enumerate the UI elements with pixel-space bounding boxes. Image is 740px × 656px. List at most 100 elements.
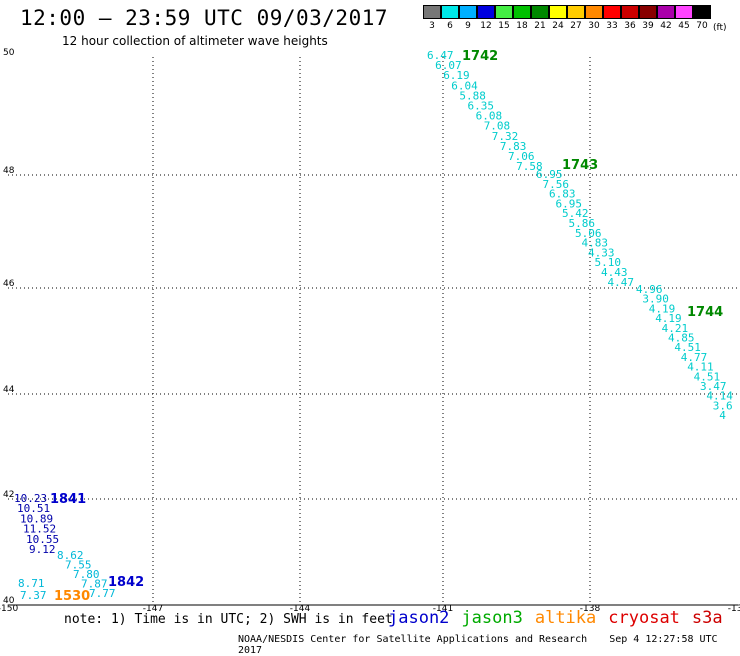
wave-height-value: 4.14	[706, 390, 733, 403]
lat-tick-label: 40	[3, 596, 15, 606]
wave-height-value: 4.51	[694, 370, 721, 383]
wave-height-value: 3.6	[713, 399, 733, 412]
wave-height-value: 10.51	[17, 502, 50, 515]
satellite-jason2: jason2	[388, 608, 450, 628]
wave-height-value: 4.19	[655, 312, 682, 325]
wave-height-value: 7.77	[89, 587, 116, 600]
wave-height-value: 7.87	[81, 578, 108, 591]
wave-height-value: 5.06	[575, 227, 602, 240]
wave-height-value: 6.35	[468, 100, 495, 113]
lon-tick-label: -141	[433, 604, 453, 614]
legend-label: 3	[429, 21, 435, 31]
lon-tick-label: -135	[728, 604, 740, 614]
wave-height-value: 7.37	[20, 589, 47, 602]
wave-height-value: 4.83	[582, 237, 609, 250]
wave-height-value: 5.86	[569, 217, 596, 230]
legend-label: 12	[480, 21, 492, 31]
wave-height-value: 11.52	[23, 523, 56, 536]
legend-label: 21	[534, 21, 546, 31]
page-subtitle: 12 hour collection of altimeter wave hei…	[62, 34, 328, 48]
wave-height-value: 4.85	[668, 332, 695, 345]
legend-swatches	[423, 5, 711, 19]
footnote: note: 1) Time is in UTC; 2) SWH is in fe…	[64, 612, 393, 627]
satellite-altika: altika	[534, 608, 597, 628]
satellite-s3a: s3a	[691, 608, 723, 628]
legend-swatch	[495, 5, 513, 19]
wave-height-value: 6.07	[435, 59, 462, 72]
legend-swatch	[423, 5, 441, 19]
credit-line: NOAA/NESDIS Center for Satellite Applica…	[238, 634, 740, 656]
lon-tick-label: -144	[290, 604, 311, 614]
legend-swatch	[621, 5, 639, 19]
lon-tick-label: -138	[580, 604, 601, 614]
legend-label: 18	[516, 21, 528, 31]
legend-label: 36	[624, 21, 636, 31]
wave-height-value: 8.71	[18, 577, 45, 590]
wave-height-value: 4.47	[608, 276, 635, 289]
lon-tick-label: -147	[143, 604, 163, 614]
wave-height-value: 7.56	[543, 178, 570, 191]
lat-tick-label: 42	[3, 490, 14, 500]
lon-tick-label: -150	[0, 604, 18, 614]
wave-height-value: 10.55	[26, 533, 59, 546]
wave-height-value: 4	[719, 409, 726, 422]
legend-unit: (ft)	[713, 23, 727, 33]
page-title: 12:00 – 23:59 UTC 09/03/2017	[20, 6, 389, 30]
wave-height-value: 7.55	[65, 559, 92, 572]
wave-height-value: 4.21	[662, 322, 689, 335]
wave-height-value: 6.47	[427, 49, 454, 62]
wave-height-value: 8.62	[57, 549, 84, 562]
legend-swatch	[585, 5, 603, 19]
legend-label: 6	[447, 21, 453, 31]
legend-swatch	[459, 5, 477, 19]
wave-height-value: 5.88	[459, 89, 486, 102]
lat-tick-label: 48	[3, 166, 15, 176]
legend-swatch	[477, 5, 495, 19]
wave-height-value: 7.83	[500, 140, 527, 153]
legend-swatch	[567, 5, 585, 19]
legend-label: 30	[588, 21, 600, 31]
wave-height-value: 10.89	[20, 512, 53, 525]
legend-swatch	[549, 5, 567, 19]
legend-swatch	[693, 5, 711, 19]
wave-height-value: 6.95	[556, 197, 583, 210]
legend-label: 33	[606, 21, 618, 31]
legend-label: 27	[570, 21, 582, 31]
wave-height-value: 4.77	[681, 351, 708, 364]
wave-height-value: 7.06	[508, 150, 535, 163]
satellite-legend: jason2 jason3 altika cryosat s3a	[388, 608, 735, 628]
wave-height-value: 3.90	[642, 293, 669, 306]
legend-label: 42	[660, 21, 672, 31]
wave-height-value: 7.08	[484, 120, 511, 133]
wave-height-value: 5.10	[595, 256, 622, 269]
lat-tick-label: 50	[3, 48, 15, 58]
wave-height-value: 4.96	[636, 283, 663, 296]
wave-height-value: 4.11	[687, 361, 714, 374]
legend-swatch	[639, 5, 657, 19]
wave-height-value: 7.32	[492, 130, 519, 143]
wave-height-value: 4.51	[674, 341, 701, 354]
color-legend: 3 6 9 12 15 18 21 24 27 30 33 36 39 42 45 70 (ft)	[423, 5, 727, 33]
legend-swatch	[513, 5, 531, 19]
wave-height-value: 4.43	[601, 266, 628, 279]
wave-height-value: 3.47	[700, 380, 727, 393]
wave-height-value: 6.95	[536, 168, 563, 181]
wave-height-value: 4.19	[649, 302, 676, 315]
lat-tick-label: 46	[3, 279, 15, 289]
wave-height-value: 6.19	[443, 69, 470, 82]
satellite-cryosat: cryosat	[608, 608, 680, 628]
pass-time-label: 1742	[462, 49, 498, 64]
legend-label: 24	[552, 21, 564, 31]
legend-label: 70	[696, 21, 708, 31]
legend-swatch	[657, 5, 675, 19]
wave-height-value: 7.58	[516, 160, 543, 173]
satellite-jason3: jason3	[461, 608, 523, 628]
wave-height-value: 6.08	[476, 110, 503, 123]
legend-swatch	[603, 5, 621, 19]
legend-label: 15	[498, 21, 510, 31]
pass-time-label: 1743	[562, 158, 598, 173]
wave-height-value: 6.83	[549, 188, 576, 201]
wave-height-value: 7.80	[73, 568, 100, 581]
wave-height-value: 5.42	[562, 207, 589, 220]
